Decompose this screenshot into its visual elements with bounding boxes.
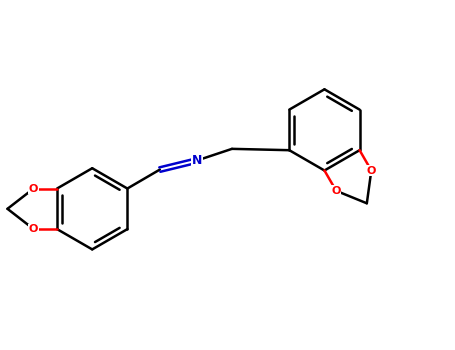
Text: O: O xyxy=(29,224,38,234)
Text: N: N xyxy=(192,154,202,167)
Text: O: O xyxy=(29,183,38,194)
Text: O: O xyxy=(367,166,376,175)
Text: O: O xyxy=(332,186,341,196)
